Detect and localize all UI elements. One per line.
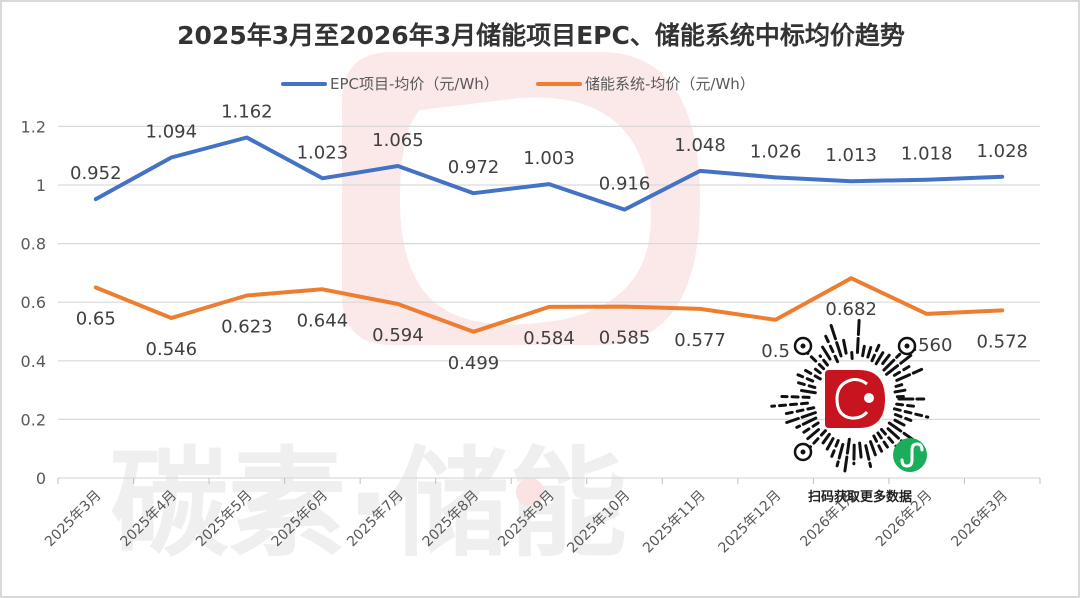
legend: EPC项目-均价（元/Wh） 储能系统-均价（元/Wh）: [281, 75, 755, 93]
y-axis: 0 0.2 0.4 0.6 0.8 1 1.2: [21, 117, 46, 488]
data-label: 0.572: [976, 331, 1028, 352]
chart-title: 2025年3月至2026年3月储能项目EPC、储能系统中标均价趋势: [177, 21, 905, 50]
x-tick-label: 2025年11月: [640, 488, 709, 557]
logo-watermark: [342, 52, 700, 345]
legend-label-epc: EPC项目-均价（元/Wh）: [330, 75, 499, 93]
x-tick-label: 2026年3月: [948, 488, 1011, 551]
data-label: 0.499: [448, 353, 500, 374]
data-label: 0.952: [70, 163, 122, 184]
data-label: 0.972: [448, 157, 500, 178]
data-label: 0.644: [297, 310, 349, 331]
legend-item-storage-system[interactable]: 储能系统-均价（元/Wh）: [536, 75, 755, 93]
data-label: 1.048: [674, 135, 726, 156]
data-label: 0.5: [761, 341, 790, 362]
wechat-miniprogram-icon: [893, 438, 927, 472]
watermark-dot: [516, 478, 544, 506]
data-label: 1.023: [297, 142, 349, 163]
legend-label-storage-system: 储能系统-均价（元/Wh）: [585, 75, 755, 93]
data-label: 0.916: [599, 174, 651, 195]
data-label: 0.594: [372, 325, 424, 346]
data-label: 1.065: [372, 130, 424, 151]
series-lines: [93, 135, 1005, 334]
data-label: 1.026: [750, 141, 802, 162]
series-line-0[interactable]: [93, 135, 1005, 212]
y-tick-label: 1: [36, 176, 46, 195]
data-label: 0.546: [146, 339, 198, 360]
data-label: 1.003: [523, 148, 575, 169]
legend-item-epc[interactable]: EPC项目-均价（元/Wh）: [281, 75, 499, 93]
data-label: 1.094: [146, 121, 198, 142]
y-tick-label: 0.4: [21, 352, 46, 371]
y-tick-label: 0.6: [21, 293, 46, 312]
watermark-text: 碳素·储能: [110, 435, 627, 573]
x-tick-label: 2025年3月: [42, 488, 105, 551]
y-tick-label: 0.2: [21, 410, 46, 429]
data-label: 0.585: [599, 328, 651, 349]
text-watermark: 碳素·储能: [110, 435, 627, 573]
brand-d-logo-icon: [825, 370, 885, 428]
series-line-1[interactable]: [93, 276, 1005, 334]
data-label: 1.028: [976, 141, 1028, 162]
data-labels: 0.952 1.094 1.162 1.023 1.065 0.972 1.003 0.916…: [70, 102, 1028, 374]
y-tick-label: 0.8: [21, 235, 46, 254]
data-label: 0.584: [523, 328, 575, 349]
data-label: 0.65: [76, 309, 116, 330]
data-label: 0.623: [221, 316, 273, 337]
data-label: 0.682: [825, 299, 877, 320]
qr-code-badge[interactable]: 扫码获取更多数据: [770, 317, 930, 505]
y-tick-label: 0: [36, 469, 46, 488]
y-tick-label: 1.2: [21, 117, 46, 136]
x-tick-label: 2025年12月: [716, 488, 785, 557]
data-label: 1.013: [825, 145, 877, 166]
qr-caption: 扫码获取更多数据: [808, 489, 912, 505]
data-label: 1.162: [221, 102, 273, 123]
data-label: 0.577: [674, 330, 726, 351]
data-label: 1.018: [901, 144, 953, 165]
